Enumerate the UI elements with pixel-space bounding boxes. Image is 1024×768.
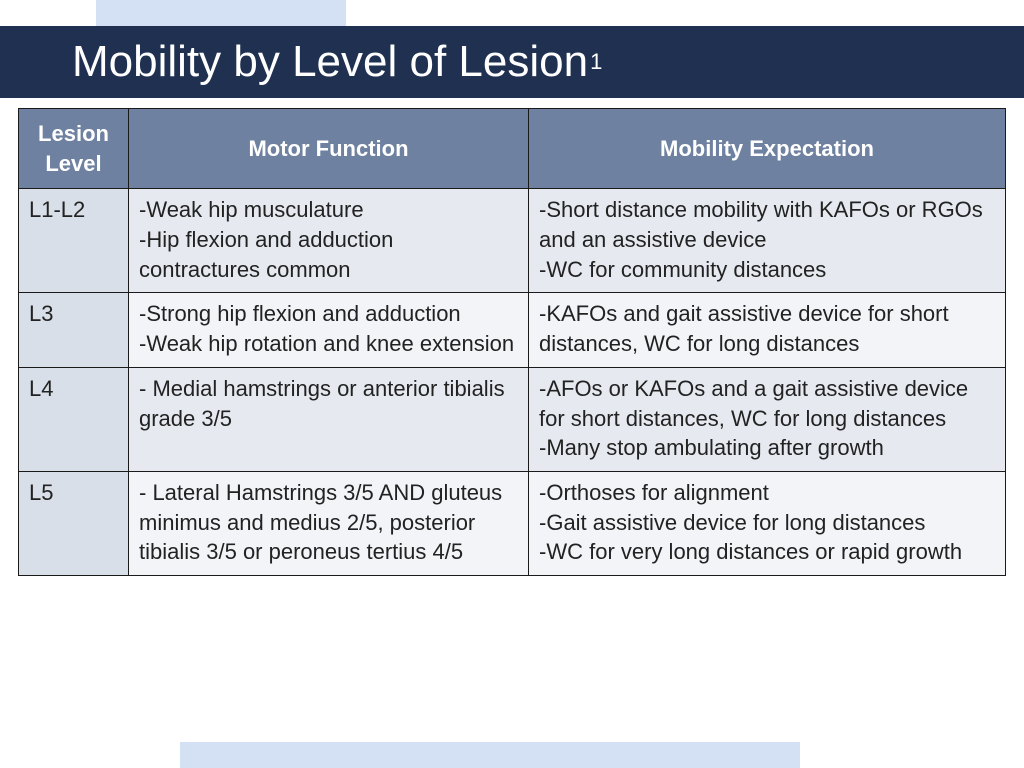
col-header-motor: Motor Function	[129, 109, 529, 189]
cell-level: L3	[19, 293, 129, 367]
accent-band-top	[96, 0, 346, 26]
table-row: L3-Strong hip flexion and adduction-Weak…	[19, 293, 1006, 367]
table-row: L1-L2-Weak hip musculature-Hip flexion a…	[19, 189, 1006, 293]
cell-expect: -Short distance mobility with KAFOs or R…	[529, 189, 1006, 293]
lesion-mobility-table: Lesion Level Motor Function Mobility Exp…	[18, 108, 1006, 576]
page-title: Mobility by Level of Lesion	[72, 37, 588, 87]
cell-expect: -KAFOs and gait assistive device for sho…	[529, 293, 1006, 367]
cell-motor: -Weak hip musculature-Hip flexion and ad…	[129, 189, 529, 293]
title-bar: Mobility by Level of Lesion1	[0, 26, 1024, 98]
cell-level: L5	[19, 471, 129, 575]
table-header-row: Lesion Level Motor Function Mobility Exp…	[19, 109, 1006, 189]
table-row: L5- Lateral Hamstrings 3/5 AND gluteus m…	[19, 471, 1006, 575]
cell-motor: - Medial hamstrings or anterior tibialis…	[129, 367, 529, 471]
cell-motor: - Lateral Hamstrings 3/5 AND gluteus min…	[129, 471, 529, 575]
cell-motor: -Strong hip flexion and adduction-Weak h…	[129, 293, 529, 367]
cell-expect: -AFOs or KAFOs and a gait assistive devi…	[529, 367, 1006, 471]
col-header-level: Lesion Level	[19, 109, 129, 189]
table-body: L1-L2-Weak hip musculature-Hip flexion a…	[19, 189, 1006, 576]
accent-band-bottom	[180, 742, 800, 768]
title-superscript: 1	[590, 49, 602, 75]
table-row: L4- Medial hamstrings or anterior tibial…	[19, 367, 1006, 471]
cell-level: L4	[19, 367, 129, 471]
cell-expect: -Orthoses for alignment-Gait assistive d…	[529, 471, 1006, 575]
col-header-expect: Mobility Expectation	[529, 109, 1006, 189]
cell-level: L1-L2	[19, 189, 129, 293]
